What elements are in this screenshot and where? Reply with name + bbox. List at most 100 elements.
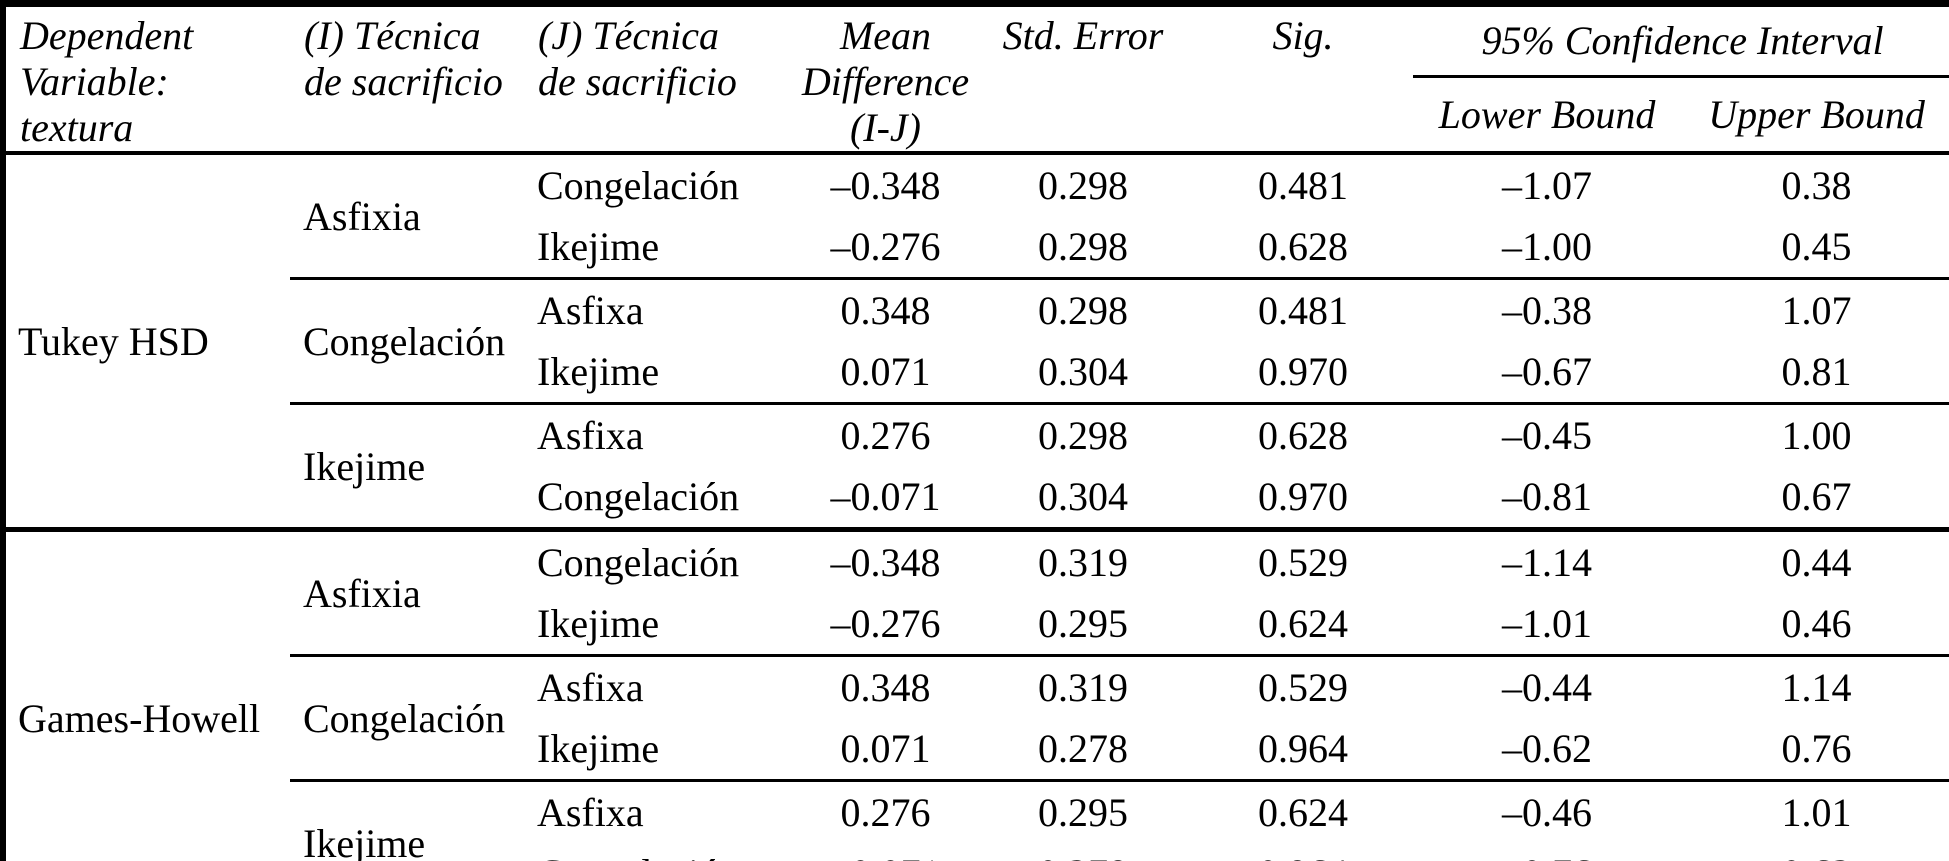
upper-bound-cell: 0.67 (1781, 474, 1852, 519)
table-row: Ikejime 0.071 0.278 0.964 –0.62 0.76 (3, 718, 1949, 781)
col-header-confidence-interval: 95% Confidence Interval (1413, 3, 1949, 78)
sig-cell: 0.624 (1193, 779, 1413, 843)
std-error-cell: 0.298 (1038, 163, 1128, 208)
lower-bound-cell: –1.01 (1502, 601, 1592, 646)
table-row: Ikejime –0.276 0.298 0.628 –1.00 0.45 (3, 216, 1949, 279)
col-header-lower-bound: Lower Bound (1413, 76, 1681, 155)
j-technique-cell: Congelación (530, 843, 798, 861)
j-technique-cell: Asfixa (530, 779, 798, 843)
sig-cell: 0.481 (1193, 277, 1413, 341)
lower-bound-cell: –0.38 (1413, 277, 1681, 341)
table-row: Congelación –0.071 0.278 0.964 –0.76 0.6… (3, 843, 1949, 861)
header-row-main: Dependent Variable: textura (I) Técnica … (3, 3, 1949, 155)
table-row: Tukey HSD Asfixia Congelación –0.348 0.2… (3, 153, 1949, 364)
upper-bound-cell: 0.38 (1781, 163, 1852, 208)
header-row-sub: Lower Bound Upper Bound (3, 76, 1949, 155)
upper-bound-cell: 1.01 (1681, 779, 1949, 843)
section-tukey-hsd: Tukey HSD Asfixia Congelación –0.348 0.2… (3, 153, 1949, 530)
i-technique-cell: Asfixia (303, 193, 421, 239)
mean-difference-cell: 0.348 (798, 654, 973, 718)
col-header-dependent-variable: Dependent Variable: textura (3, 3, 290, 155)
table-row: Ikejime Asfixa 0.276 0.295 0.624 –0.46 1… (3, 779, 1949, 861)
section-games-howell: Games-Howell Asfixia Congelación –0.348 … (3, 527, 1949, 861)
upper-bound-cell: 0.45 (1781, 224, 1852, 269)
mean-difference-cell: –0.276 (830, 224, 941, 269)
mean-difference-cell: 0.071 (840, 726, 931, 771)
upper-bound-cell: 0.44 (1681, 527, 1949, 593)
table-row: Congelación Asfixa 0.348 0.319 0.529 –0.… (3, 654, 1949, 781)
mean-difference-cell: –0.348 (830, 163, 941, 208)
std-error-cell: 0.295 (973, 779, 1193, 843)
col-header-std-error: Std. Error (973, 3, 1193, 155)
std-error-cell: 0.278 (973, 843, 1193, 861)
j-technique-cell: Congelación (537, 163, 740, 208)
j-technique-cell: Ikejime (537, 224, 660, 269)
table-row: Ikejime Asfixa 0.276 0.298 0.628 –0.45 1… (3, 402, 1949, 530)
mean-difference-cell: –0.071 (830, 474, 941, 519)
col-header-i-tecnica: (I) Técnica de sacrificio (290, 3, 530, 155)
mean-difference-cell: 0.348 (798, 277, 973, 341)
table-row: Ikejime 0.071 0.304 0.970 –0.67 0.81 (3, 341, 1949, 404)
std-error-cell: 0.298 (973, 402, 1193, 466)
sig-cell: 0.628 (1258, 224, 1348, 269)
i-technique-cell: Asfixia (290, 527, 530, 656)
method-cell: Games-Howell (3, 527, 290, 861)
j-technique-cell: Ikejime (537, 601, 660, 646)
upper-bound-cell: 0.46 (1781, 601, 1852, 646)
lower-bound-cell: –0.81 (1502, 474, 1592, 519)
j-technique-cell: Congelación (537, 474, 740, 519)
col-header-mean-difference: Mean Difference (I-J) (798, 3, 973, 155)
sig-cell: 0.970 (1258, 349, 1348, 394)
std-error-cell: 0.319 (973, 654, 1193, 718)
col-header-upper-bound: Upper Bound (1681, 76, 1949, 155)
lower-bound-cell: –0.45 (1413, 402, 1681, 466)
mean-difference-cell: –0.276 (830, 601, 941, 646)
sig-cell: 0.964 (1258, 726, 1348, 771)
std-error-cell: 0.278 (1038, 726, 1128, 771)
i-technique-cell: Ikejime (290, 402, 530, 530)
j-technique-cell: Congelación (530, 527, 798, 593)
j-technique-cell: Asfixa (530, 402, 798, 466)
lower-bound-cell: –0.46 (1413, 779, 1681, 843)
j-technique-cell: Ikejime (537, 726, 660, 771)
sig-cell: 0.529 (1193, 654, 1413, 718)
i-technique-cell: Congelación (290, 277, 530, 404)
lower-bound-cell: –1.00 (1502, 224, 1592, 269)
sig-cell: 0.624 (1258, 601, 1348, 646)
j-technique-cell: Asfixa (530, 654, 798, 718)
table-header: Dependent Variable: textura (I) Técnica … (3, 3, 1949, 155)
lower-bound-cell: –0.76 (1413, 843, 1681, 861)
upper-bound-cell: 0.81 (1781, 349, 1852, 394)
table-row: Games-Howell Asfixia Congelación –0.348 … (3, 527, 1949, 861)
sig-cell: 0.529 (1193, 527, 1413, 593)
upper-bound-cell: 1.00 (1681, 402, 1949, 466)
upper-bound-cell: 0.76 (1781, 726, 1852, 771)
sig-cell: 0.628 (1193, 402, 1413, 466)
i-technique-cell: Ikejime (290, 779, 530, 861)
table-row: Congelación –0.071 0.304 0.970 –0.81 0.6… (3, 466, 1949, 530)
std-error-cell: 0.298 (1038, 224, 1128, 269)
upper-bound-cell: 1.07 (1681, 277, 1949, 341)
std-error-cell: 0.319 (973, 527, 1193, 593)
mean-difference-cell: –0.348 (798, 527, 973, 593)
col-header-sig: Sig. (1193, 3, 1413, 155)
mean-difference-cell: 0.276 (798, 402, 973, 466)
j-technique-cell: Asfixa (530, 277, 798, 341)
mean-difference-cell: 0.276 (798, 779, 973, 843)
col-header-j-tecnica: (J) Técnica de sacrificio (530, 3, 798, 155)
lower-bound-cell: –0.44 (1413, 654, 1681, 718)
sig-cell: 0.481 (1258, 163, 1348, 208)
table-row: Congelación Asfixa 0.348 0.298 0.481 –0.… (3, 277, 1949, 404)
lower-bound-cell: –0.62 (1502, 726, 1592, 771)
lower-bound-cell: –0.67 (1502, 349, 1592, 394)
mean-difference-cell: 0.071 (840, 349, 931, 394)
std-error-cell: 0.295 (1038, 601, 1128, 646)
std-error-cell: 0.304 (1038, 474, 1128, 519)
lower-bound-cell: –1.07 (1502, 163, 1592, 208)
lower-bound-cell: –1.14 (1413, 527, 1681, 593)
i-technique-cell: Congelación (290, 654, 530, 781)
sig-cell: 0.970 (1258, 474, 1348, 519)
table-row: Ikejime –0.276 0.295 0.624 –1.01 0.46 (3, 593, 1949, 656)
